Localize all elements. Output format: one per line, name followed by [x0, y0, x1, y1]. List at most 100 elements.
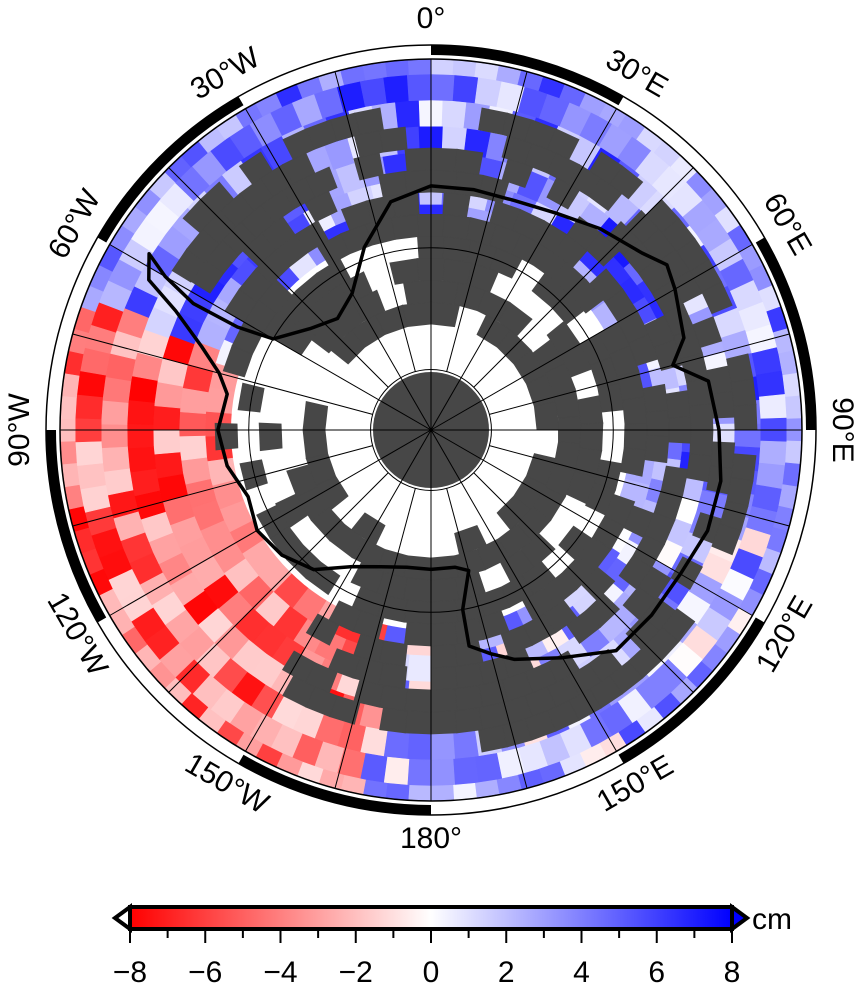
anomaly-cell	[102, 377, 131, 403]
anomaly-cell	[407, 74, 431, 101]
longitude-label: 90°E	[826, 397, 859, 462]
land-cell	[431, 667, 457, 690]
anomaly-cell	[179, 435, 207, 460]
anomaly-cell	[51, 371, 80, 397]
anomaly-cell	[153, 430, 180, 454]
anomaly-cell	[128, 447, 156, 473]
anomaly-cell	[154, 452, 183, 478]
anomaly-cell	[407, 655, 431, 682]
land-cell	[643, 384, 668, 412]
land-cell	[403, 302, 431, 327]
land-cell	[238, 383, 264, 412]
land-cell	[259, 423, 282, 451]
colorbar-tick-label: 6	[648, 956, 665, 986]
land-cell	[431, 170, 457, 193]
anomaly-cell	[785, 441, 812, 465]
anomaly-cell	[101, 400, 128, 424]
land-cell	[443, 214, 471, 239]
land-cell	[666, 391, 690, 418]
land-cell	[431, 711, 457, 734]
land-cell	[431, 645, 457, 668]
colorbar-tick-label: −2	[339, 956, 373, 986]
land-cell	[379, 171, 407, 197]
land-cell	[431, 280, 459, 304]
land-cell	[455, 686, 483, 711]
land-cell	[404, 623, 431, 646]
anomaly-cell	[783, 463, 812, 489]
colorbar-gradient	[130, 907, 732, 929]
anomaly-cell	[759, 441, 786, 466]
anomaly-cell	[75, 394, 102, 419]
land-cell	[391, 214, 419, 239]
longitude-label: 150°E	[591, 749, 679, 819]
colorbar-tick-label: −4	[263, 956, 297, 986]
land-cell	[580, 423, 603, 451]
anomaly-cell	[442, 100, 467, 128]
anomaly-cell	[395, 100, 420, 128]
land-cell	[734, 404, 757, 430]
longitude-label: 0°	[417, 2, 446, 35]
land-cell	[623, 397, 647, 424]
colorbar-tick-label: 4	[573, 956, 590, 986]
colorbar-high-extension	[732, 907, 747, 929]
longitude-label: 90°W	[3, 392, 36, 466]
land-cell	[431, 623, 458, 646]
anomaly-cell	[453, 783, 478, 811]
land-cell	[645, 436, 669, 463]
colorbar-tick-label: 8	[724, 956, 741, 986]
land-cell	[431, 148, 457, 171]
anomaly-cell	[407, 733, 431, 760]
colorbar-tick-label: 0	[423, 956, 440, 986]
anomaly-cell	[384, 49, 409, 77]
anomaly-cell	[127, 400, 154, 425]
anomaly-cell	[77, 463, 106, 489]
anomaly-cell	[453, 75, 478, 103]
land-cell	[355, 108, 384, 134]
land-cell	[534, 402, 559, 430]
land-cell	[455, 149, 483, 174]
land-cell	[646, 410, 669, 436]
anomaly-cell	[756, 371, 785, 397]
land-cell	[727, 354, 753, 383]
land-cell	[431, 578, 459, 602]
anomaly-cell	[475, 753, 502, 782]
longitude-label: 60°W	[42, 183, 108, 264]
anomaly-cell	[127, 424, 153, 448]
colorbar-low-extension	[115, 907, 130, 929]
anomaly-cell	[384, 75, 409, 103]
land-cell	[621, 448, 647, 476]
land-cell	[379, 686, 407, 711]
land-cell	[624, 423, 647, 450]
graticule	[60, 59, 802, 801]
colorbar-ticks: −8 −6 −4 −2 0 2 4 6 8	[113, 929, 740, 986]
land-cell	[403, 280, 431, 304]
land-cell	[379, 663, 407, 689]
anomaly-cell	[360, 77, 387, 106]
anomaly-cell	[153, 406, 180, 430]
colorbar-unit: cm	[752, 903, 792, 936]
anomaly-cell	[407, 48, 431, 75]
anomaly-cell	[431, 759, 455, 786]
land-cell	[479, 726, 508, 752]
anomaly-cell	[77, 371, 106, 397]
anomaly-cell	[756, 463, 785, 489]
land-cell	[687, 454, 712, 482]
land-cell	[405, 711, 431, 734]
anomaly-cell	[49, 395, 76, 419]
anomaly-cell	[101, 446, 129, 471]
anomaly-cell	[431, 74, 455, 101]
anomaly-cell	[75, 441, 102, 466]
land-cell	[405, 148, 431, 171]
anomaly-cell	[104, 468, 133, 495]
anomaly-cell	[101, 424, 127, 448]
colorbar-tick-label: 2	[498, 956, 515, 986]
anomaly-cell	[407, 759, 431, 786]
anomaly-cell	[179, 412, 206, 436]
land-cell	[690, 430, 713, 456]
colorbar-tick-label: −8	[113, 956, 147, 986]
land-cell	[578, 396, 603, 424]
longitude-label: 30°W	[185, 41, 266, 107]
land-cell	[303, 430, 328, 458]
land-cell	[405, 689, 431, 712]
